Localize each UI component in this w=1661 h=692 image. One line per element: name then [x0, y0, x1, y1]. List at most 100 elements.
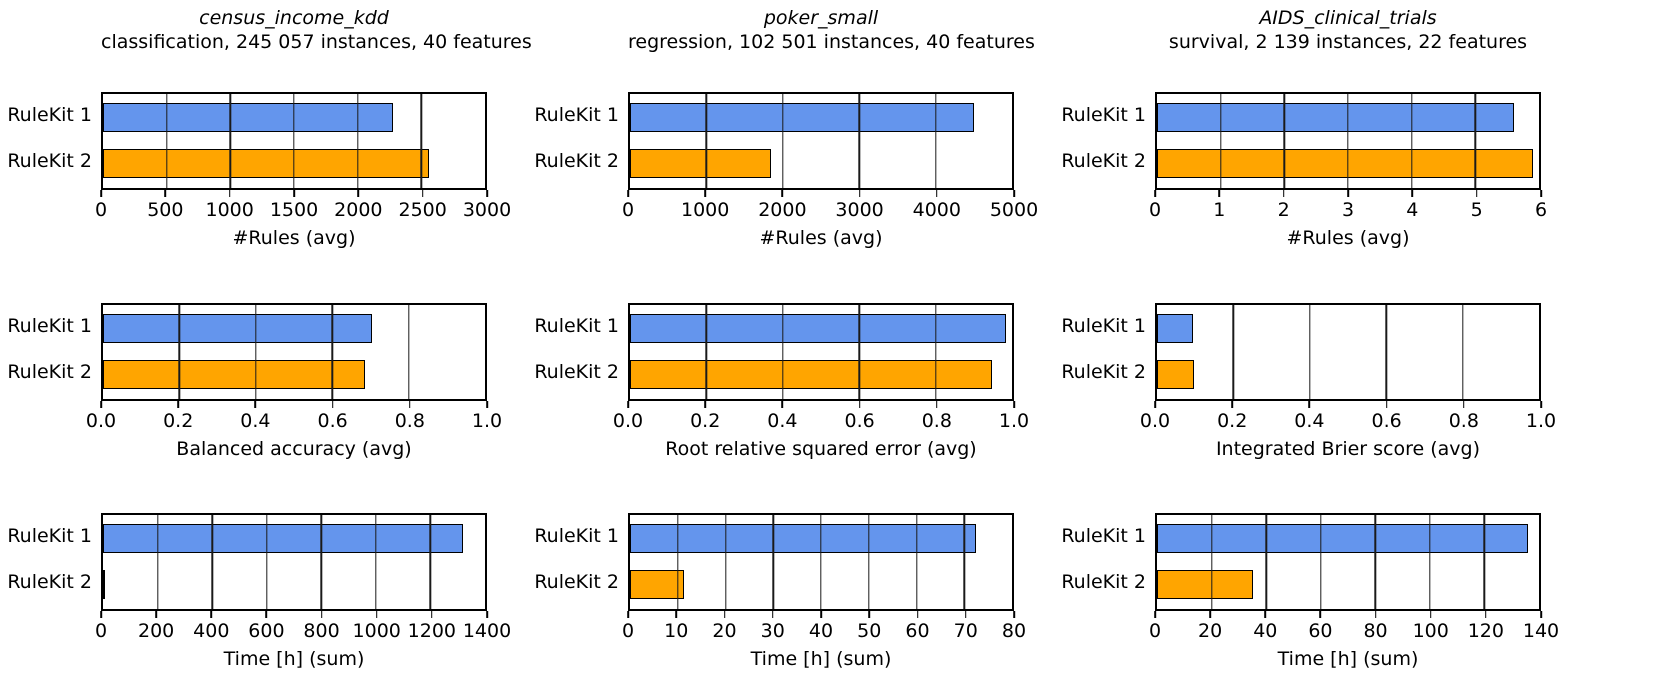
- y-tick-label: RuleKit 2: [534, 361, 619, 383]
- x-tick-label: 0.4: [240, 410, 271, 432]
- x-tick-label: 0.8: [394, 410, 425, 432]
- bar-rulekit-1: [103, 314, 372, 343]
- grid-line: [1219, 94, 1222, 188]
- grid-line: [156, 515, 159, 609]
- bar-chart-panel: 0.0 0.2 0.4 0.6 0.8 1.0 RuleKit 1 RuleKit 2 In…: [1061, 270, 1556, 513]
- x-tick-label: 2500: [398, 199, 447, 221]
- x-tick-label: 0.0: [85, 410, 117, 432]
- bar-rulekit-2: [103, 570, 105, 599]
- plot-wrapper: 0 20 40 60 80 100 120 140 RuleKit 1 RuleKit 2: [1061, 513, 1559, 645]
- y-tick-label: RuleKit 1: [1061, 104, 1146, 126]
- grid-line: [963, 515, 965, 609]
- x-tick-label: 1000: [205, 199, 254, 221]
- x-tick-mark: [771, 611, 774, 618]
- x-tick-mark: [486, 611, 488, 618]
- bar-rulekit-2: [1157, 570, 1253, 599]
- x-tick-mark: [627, 611, 629, 618]
- x-tick-label: 3: [1341, 199, 1355, 221]
- x-tick-label: 0.0: [612, 410, 644, 432]
- grid-line: [934, 94, 937, 188]
- y-tick-label: RuleKit 2: [534, 150, 619, 172]
- grid-line: [724, 515, 727, 609]
- plot-wrapper: 0.0 0.2 0.4 0.6 0.8 1.0 RuleKit 1 RuleKit 2: [7, 303, 502, 435]
- x-tick-label: 0.4: [767, 410, 798, 432]
- x-tick-label: 30: [760, 620, 785, 642]
- grid-line: [1374, 515, 1376, 609]
- plot-area: [1155, 513, 1541, 611]
- x-tick-mark: [1540, 611, 1542, 618]
- x-axis-ticks: 0 500 1000 1500 2000 2500 3000: [95, 190, 511, 224]
- plot-wrapper: 0 200 400 600 800 1000 1200 1400 RuleKit 1 RuleK…: [7, 513, 511, 645]
- plot-wrapper: 0.0 0.2 0.4 0.6 0.8 1.0 RuleKit 1 RuleKit 2: [534, 303, 1029, 435]
- x-tick-label: 70: [953, 620, 978, 642]
- bar-rulekit-2: [630, 360, 993, 389]
- x-tick-label: 2000: [334, 199, 383, 221]
- grid-line: [255, 305, 257, 399]
- grid-line: [293, 94, 295, 188]
- grid-line: [211, 515, 213, 609]
- plot-area: [101, 303, 487, 401]
- grid-line: [1483, 515, 1486, 609]
- plot-area: [628, 92, 1014, 190]
- x-tick-label: 60: [1308, 620, 1333, 642]
- x-tick-label: 60: [905, 620, 930, 642]
- x-tick-mark: [1209, 611, 1211, 618]
- x-axis-ticks: 0 20 40 60 80 100 120 140: [1149, 611, 1559, 645]
- grid-line: [407, 305, 410, 399]
- x-tick-mark: [177, 401, 179, 408]
- grid-line: [858, 94, 860, 188]
- dataset-title: AIDS_clinical_trials: [1259, 7, 1437, 29]
- x-axis-label: Time [h] (sum): [750, 648, 892, 670]
- bar-rulekit-1: [1157, 524, 1529, 553]
- x-tick-mark: [155, 611, 157, 618]
- x-tick-label: 80: [1363, 620, 1388, 642]
- x-tick-mark: [1485, 611, 1487, 618]
- x-tick-mark: [1154, 190, 1156, 197]
- bar-rulekit-1: [630, 103, 974, 132]
- x-tick-label: 0.4: [1294, 410, 1325, 432]
- x-tick-label: 3000: [462, 199, 512, 221]
- bar-rulekit-1: [1157, 314, 1193, 343]
- plot-area: [628, 513, 1014, 611]
- grid-line: [1283, 94, 1286, 188]
- x-tick-label: 0.8: [921, 410, 952, 432]
- x-tick-mark: [421, 190, 424, 197]
- plot-wrapper: 0 10 20 30 40 50 60 70 80 RuleKit 1 RuleKit 2: [534, 513, 1026, 645]
- x-tick-label: 1.0: [998, 410, 1030, 432]
- grid-line: [331, 305, 333, 399]
- grid-line: [1210, 515, 1213, 609]
- x-tick-label: 0.2: [1217, 410, 1248, 432]
- x-tick-label: 1000: [352, 620, 401, 642]
- y-tick-label: RuleKit 1: [1061, 525, 1146, 547]
- bar-chart-panel: 0 10 20 30 40 50 60 70 80 RuleKit 1 RuleKit 2 Tim…: [534, 513, 1026, 692]
- x-axis-label: #Rules (avg): [759, 227, 883, 249]
- x-tick-mark: [1282, 190, 1285, 197]
- x-axis-ticks: 0 200 400 600 800 1000 1200 1400: [95, 611, 511, 645]
- x-tick-label: 1200: [407, 620, 457, 642]
- x-tick-label: 1400: [462, 620, 512, 642]
- grid-line: [677, 515, 679, 609]
- y-tick-label: RuleKit 2: [534, 571, 619, 593]
- grid-line: [429, 515, 432, 609]
- grid-line: [820, 515, 822, 609]
- x-axis-ticks: 0.0 0.2 0.4 0.6 0.8 1.0: [613, 401, 1029, 435]
- plot-area: [1155, 303, 1541, 401]
- y-tick-label: RuleKit 2: [1061, 150, 1146, 172]
- bar-chart-panel: AIDS_clinical_trials survival, 2 139 ins…: [1061, 0, 1547, 270]
- x-axis-label: Time [h] (sum): [223, 648, 365, 670]
- x-tick-mark: [868, 611, 871, 618]
- x-tick-label: 1.0: [471, 410, 503, 432]
- plot-wrapper: 0 1 2 3 4 5 6 RuleKit 1 RuleKit 2: [1061, 92, 1547, 224]
- x-axis-label: Balanced accuracy (avg): [176, 438, 412, 460]
- grid-line: [934, 305, 937, 399]
- x-tick-mark: [1411, 190, 1414, 197]
- x-tick-label: 500: [147, 199, 184, 221]
- bar-rulekit-1: [630, 524, 977, 553]
- x-tick-mark: [936, 190, 938, 197]
- x-tick-label: 80: [1001, 620, 1027, 642]
- x-tick-mark: [409, 401, 411, 408]
- x-tick-label: 40: [808, 620, 834, 642]
- x-axis-label: Time [h] (sum): [1277, 648, 1419, 670]
- bar-rulekit-2: [1157, 149, 1533, 178]
- grid-line: [1309, 305, 1311, 399]
